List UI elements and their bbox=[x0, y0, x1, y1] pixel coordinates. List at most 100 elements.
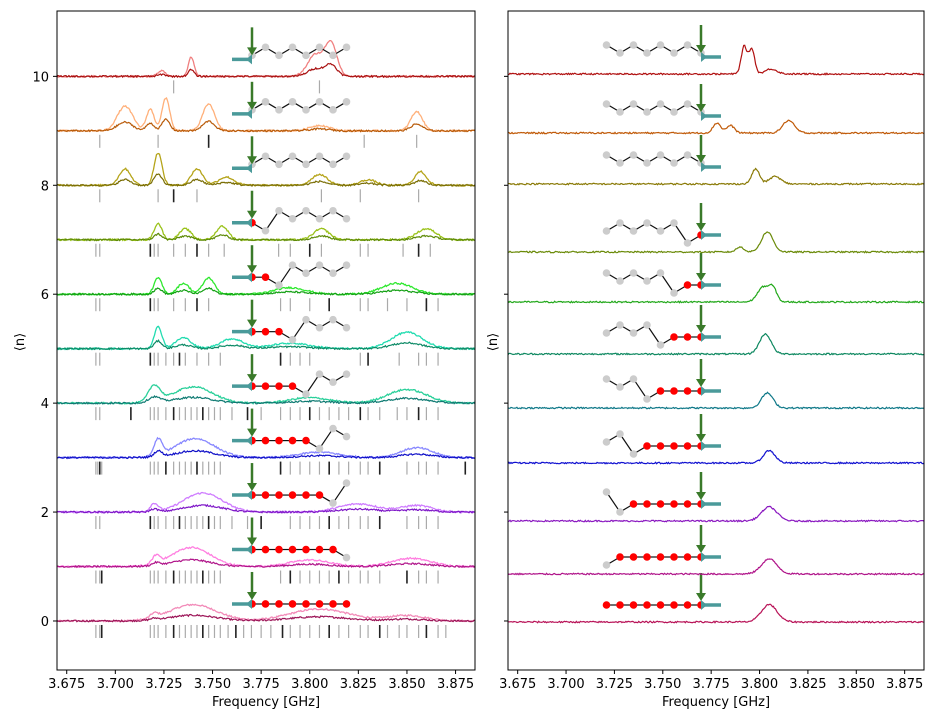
grey-atom bbox=[670, 49, 678, 57]
grey-atom bbox=[315, 444, 324, 453]
spectrum-line bbox=[508, 231, 924, 254]
chain-bond bbox=[305, 373, 320, 395]
spectrum-line bbox=[508, 391, 924, 410]
probe-arrowhead bbox=[246, 326, 252, 337]
grey-atom bbox=[602, 329, 611, 337]
drive-arrowhead bbox=[247, 101, 257, 110]
grey-atom bbox=[342, 43, 351, 52]
grey-atom bbox=[342, 323, 351, 332]
red-atom bbox=[302, 436, 310, 445]
x-tick-label: 3.800 bbox=[741, 677, 778, 692]
left-x-axis-label: Frequency [GHz] bbox=[212, 695, 320, 710]
grey-atom bbox=[288, 43, 297, 52]
grey-atom bbox=[342, 214, 351, 223]
grey-atom bbox=[616, 383, 624, 391]
drive-arrowhead bbox=[696, 45, 706, 53]
red-atom bbox=[275, 436, 283, 445]
atom-chain-diagram bbox=[232, 463, 351, 507]
red-atom bbox=[643, 442, 651, 450]
drive-arrowhead bbox=[696, 379, 706, 387]
x-tick-label: 3.850 bbox=[838, 677, 875, 692]
x-tick-label: 3.750 bbox=[644, 677, 681, 692]
drive-arrowhead bbox=[247, 319, 257, 328]
grey-atom bbox=[643, 321, 651, 329]
grey-atom bbox=[616, 321, 624, 329]
drive-arrowhead bbox=[696, 545, 706, 553]
red-atom bbox=[656, 442, 665, 450]
spectrum-line bbox=[508, 449, 924, 465]
red-atom bbox=[261, 600, 270, 608]
grey-atom bbox=[616, 508, 624, 516]
grey-atom bbox=[656, 269, 665, 277]
atom-chain-diagram bbox=[602, 135, 721, 172]
grey-atom bbox=[643, 277, 651, 285]
atom-chain-diagram bbox=[232, 299, 351, 344]
grey-atom bbox=[275, 106, 283, 114]
x-tick-label: 3.825 bbox=[340, 677, 377, 692]
probe-arrowhead bbox=[246, 163, 252, 174]
red-atom bbox=[302, 600, 310, 608]
grey-atom bbox=[602, 41, 611, 49]
grey-atom bbox=[670, 219, 678, 227]
grey-atom bbox=[302, 206, 310, 215]
probe-arrowhead bbox=[701, 162, 707, 172]
chain-bond bbox=[319, 428, 334, 449]
spectrum-line-dark bbox=[57, 62, 475, 79]
probe-arrowhead bbox=[701, 600, 707, 610]
red-atom bbox=[629, 500, 638, 508]
atom-chain-diagram bbox=[232, 408, 351, 453]
grey-atom bbox=[342, 261, 351, 270]
probe-arrowhead bbox=[246, 598, 252, 609]
grey-atom bbox=[275, 160, 283, 169]
x-tick-label: 3.675 bbox=[48, 677, 85, 692]
grey-atom bbox=[315, 261, 324, 270]
grey-atom bbox=[670, 159, 678, 167]
probe-arrowhead bbox=[701, 386, 707, 396]
grey-atom bbox=[602, 227, 611, 235]
red-atom bbox=[288, 600, 297, 608]
grey-atom bbox=[602, 561, 611, 569]
red-atom bbox=[683, 333, 692, 341]
probe-arrowhead bbox=[246, 381, 252, 392]
grey-atom bbox=[670, 289, 678, 297]
spectrum-line bbox=[508, 167, 924, 186]
spectrum-line-dark bbox=[57, 449, 475, 460]
atom-chain-diagram bbox=[232, 245, 351, 290]
right-y-axis-label: ⟨n⟩ bbox=[486, 333, 501, 351]
red-atom bbox=[261, 545, 270, 554]
grey-atom bbox=[302, 315, 310, 324]
x-tick-label: 3.875 bbox=[886, 677, 923, 692]
grey-atom bbox=[629, 100, 638, 108]
chain-bond bbox=[278, 264, 293, 286]
grey-atom bbox=[602, 438, 611, 446]
y-tick-label: 4 bbox=[41, 397, 49, 412]
atom-chain-diagram bbox=[602, 359, 721, 403]
x-tick-label: 3.700 bbox=[97, 677, 134, 692]
red-atom bbox=[629, 553, 638, 561]
drive-arrowhead bbox=[247, 265, 257, 274]
red-atom bbox=[683, 442, 692, 450]
grey-atom bbox=[683, 100, 692, 108]
red-atom bbox=[302, 545, 310, 554]
drive-arrowhead bbox=[696, 104, 706, 112]
red-atom bbox=[261, 491, 270, 499]
atom-chain-diagram bbox=[602, 253, 721, 297]
x-tick-label: 3.775 bbox=[693, 677, 730, 692]
grey-atom bbox=[329, 51, 337, 60]
grey-atom bbox=[616, 219, 624, 227]
grey-atom bbox=[302, 106, 310, 114]
probe-arrowhead bbox=[246, 108, 252, 119]
spectrum-line bbox=[508, 332, 924, 356]
grey-atom bbox=[656, 100, 665, 108]
atom-chain-diagram bbox=[232, 354, 351, 398]
red-atom bbox=[342, 600, 351, 608]
grey-atom bbox=[288, 214, 297, 223]
drive-arrowhead bbox=[696, 155, 706, 163]
drive-arrowhead bbox=[247, 374, 257, 383]
atom-chain-diagram bbox=[602, 472, 721, 516]
grey-atom bbox=[315, 98, 324, 106]
chain-bond bbox=[673, 222, 688, 244]
grey-atom bbox=[288, 152, 297, 161]
drive-arrowhead bbox=[247, 210, 257, 219]
